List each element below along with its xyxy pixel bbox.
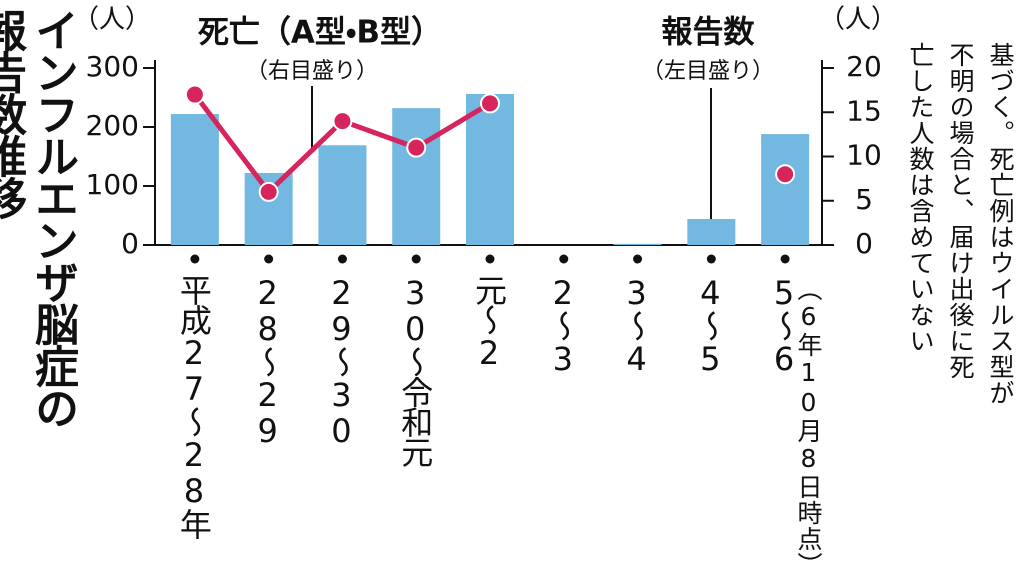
category-dot: [633, 254, 643, 264]
bar: [318, 145, 367, 245]
line-point: [480, 93, 500, 114]
category-dot: [485, 254, 495, 264]
page: （人） （人） 死亡（A型・B型） （右目盛り） 報告数 （左目盛り） 0 100…: [0, 4, 1015, 578]
line-point: [184, 84, 205, 105]
x-tick-label: 2～3: [543, 274, 582, 376]
y-tick-label: 200: [86, 109, 139, 142]
note: 不明の場合と、届け出後に死: [946, 42, 975, 380]
line-point: [775, 164, 796, 185]
category-dot: [337, 254, 347, 264]
bar: [613, 243, 662, 245]
line-point: [258, 181, 279, 202]
scale-label: （左目盛り）: [642, 59, 774, 84]
category-dot: [706, 254, 716, 264]
category-dot: [780, 254, 790, 264]
x-tick-label: 平成27～28年: [174, 274, 213, 538]
chart: （人） （人） 死亡（A型・B型） （右目盛り） 報告数 （左目盛り） 0100…: [73, 5, 897, 264]
y2-tick-label: 10: [846, 139, 882, 172]
x-tick-label: 5～6: [765, 274, 804, 376]
bar: [687, 219, 736, 245]
y2-tick-label: 0: [855, 227, 873, 260]
note: 亡した人数は含めていない: [906, 42, 935, 354]
line-point: [406, 137, 427, 158]
y2-tick-label: 20: [846, 50, 882, 83]
y-tick-label: 0: [121, 227, 139, 260]
x-tick-label: 30～令和元: [396, 274, 435, 466]
bar: [466, 93, 514, 246]
chart-title: 報告数推移: [0, 8, 26, 218]
category-dot: [264, 254, 274, 264]
category-dot: [411, 254, 421, 264]
category-dot: [190, 254, 200, 264]
y-tick-label: 300: [86, 50, 139, 83]
bar: [761, 134, 810, 245]
line-point: [332, 111, 353, 132]
series-label: 死亡（A型・B型）: [198, 15, 442, 51]
y-tick-label: 100: [86, 168, 139, 201]
x-tick-label: 29～30: [322, 274, 361, 448]
x-tick-label: 3～4: [617, 274, 656, 376]
y2-tick-label: 15: [846, 94, 882, 127]
category-note: （6年10月8日時点）: [794, 276, 823, 578]
bar: [392, 108, 441, 246]
x-tick-label: 4～5: [691, 274, 730, 376]
chart-title: インフルエンザ脳症の: [27, 8, 78, 428]
bar: [170, 114, 219, 246]
x-tick-label: 元～2: [470, 274, 508, 370]
y-axis-label: （人）: [73, 5, 151, 35]
scale-label: （右目盛り）: [246, 59, 378, 84]
y2-axis-label: （人）: [819, 5, 897, 35]
y2-tick-label: 5: [855, 183, 873, 216]
category-dot: [559, 254, 569, 264]
x-tick-label: 28～29: [248, 274, 287, 448]
note: 基づく。死亡例はウイルス型が: [986, 42, 1015, 406]
series-label: 報告数: [662, 15, 755, 51]
